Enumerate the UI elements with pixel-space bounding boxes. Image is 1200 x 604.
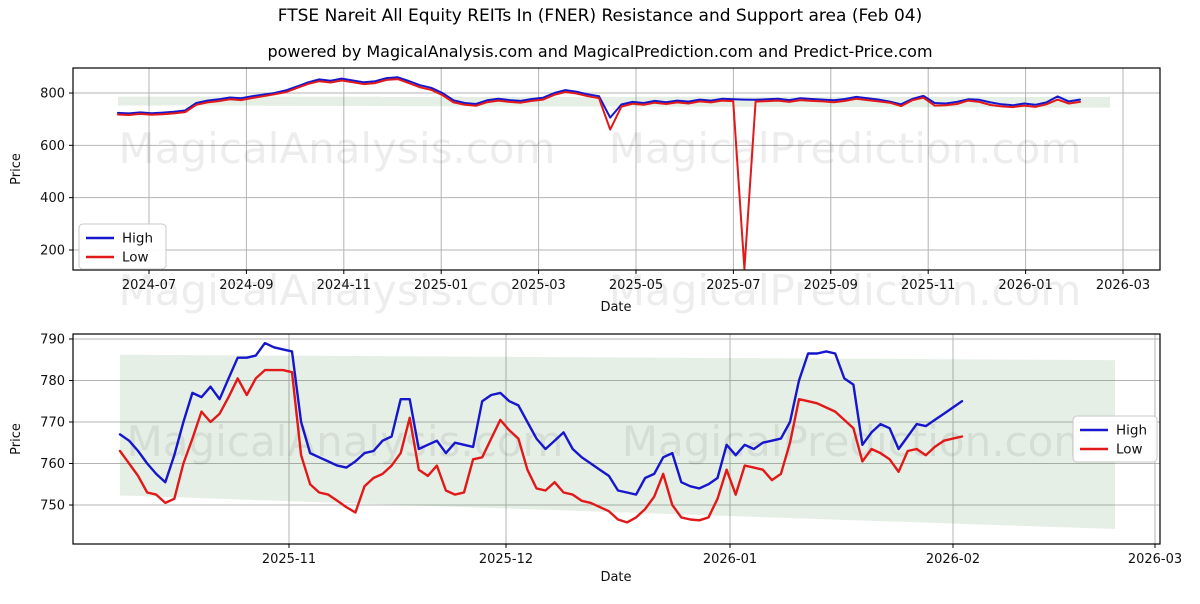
x-tick-label: 2026-01 [998, 278, 1052, 293]
high-line [117, 76, 1081, 119]
x-tick-label: 2025-11 [901, 278, 955, 293]
y-tick-label: 600 [40, 139, 65, 154]
x-tick-label: 2024-11 [317, 278, 371, 293]
x-tick-label: 2025-12 [479, 552, 533, 567]
high-line [118, 341, 964, 496]
y-axis-label: Price [9, 153, 24, 185]
x-tick-label: 2024-09 [219, 278, 273, 293]
x-tick-label: 2025-07 [706, 278, 760, 293]
y-axis-label: Price [9, 423, 24, 455]
x-tick-label: 2025-09 [804, 278, 858, 293]
low-line [118, 368, 964, 524]
x-tick-label: 2026-03 [1096, 278, 1150, 293]
legend-label-high: High [1116, 423, 1147, 439]
watermark-text: MagicalPrediction.com [609, 124, 1082, 173]
x-tick-label: 2026-01 [703, 552, 757, 567]
axes-spine [72, 67, 1161, 271]
legend-label-high: High [122, 231, 153, 247]
x-tick-label: 2026-02 [926, 552, 980, 567]
legend-label-low: Low [122, 250, 149, 266]
x-axis-label: Date [600, 300, 631, 315]
x-tick-label: 2026-03 [1128, 552, 1182, 567]
legend-box [1072, 415, 1158, 463]
legend-label-low: Low [1116, 442, 1143, 458]
y-tick-label: 790 [40, 332, 65, 347]
y-tick-label: 770 [40, 415, 65, 430]
watermark-text: MagicalPrediction.com [609, 266, 1082, 315]
y-tick-label: 760 [40, 457, 65, 472]
watermark-text: MagicalAnalysis.com [119, 266, 556, 315]
figure-subtitle: powered by MagicalAnalysis.com and Magic… [267, 42, 933, 61]
x-tick-label: 2025-03 [511, 278, 565, 293]
y-tick-label: 750 [40, 498, 65, 513]
y-tick-label: 780 [40, 374, 65, 389]
axes-spine [72, 333, 1161, 545]
x-tick-label: 2025-11 [262, 552, 316, 567]
x-axis-label: Date [600, 570, 631, 585]
low-line [117, 78, 1081, 270]
x-tick-label: 2024-07 [122, 278, 176, 293]
x-tick-label: 2025-05 [609, 278, 663, 293]
x-tick-label: 2025-01 [414, 278, 468, 293]
support-resistance-band [120, 354, 1115, 530]
y-tick-label: 200 [40, 243, 65, 258]
figure-title: FTSE Nareit All Equity REITs In (FNER) R… [277, 6, 923, 26]
y-tick-label: 800 [40, 87, 65, 102]
watermark-text: MagicalAnalysis.com [119, 124, 556, 173]
y-tick-label: 400 [40, 191, 65, 206]
